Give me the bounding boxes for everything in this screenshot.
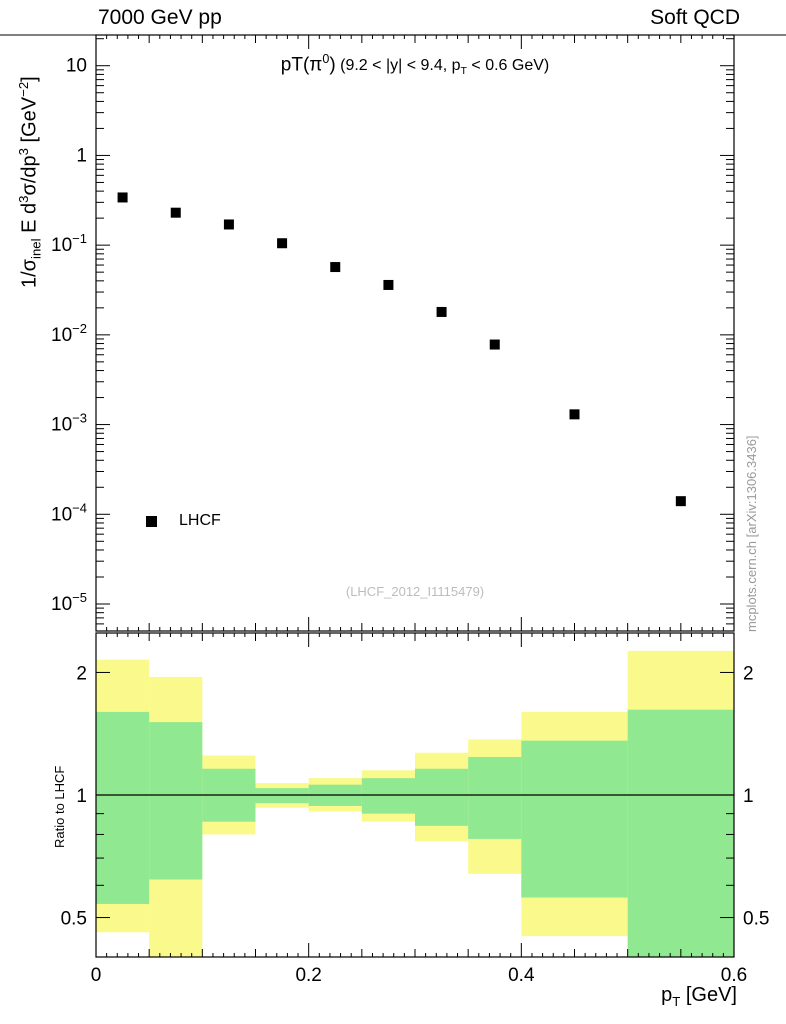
main-y-tick-label: 10−2 [51,321,87,346]
ylabel-part: 1/σ [18,258,41,288]
ratio-y-tick-label-right: 2 [743,663,754,684]
uncertainty-band-green [415,768,469,826]
ylabel-sub: inel [28,238,44,259]
main-y-axis-title: 1/σinel E d3σ/dp3 [GeV−2] [16,76,44,288]
ylabel-sup: −2 [16,81,31,97]
uncertainty-band-green [468,756,522,839]
x-title-part: p [661,984,673,1006]
main-y-tick-label: 1 [76,145,87,166]
data-point [170,207,181,218]
axis-ticks [95,35,735,958]
main-y-tick-label: 10−5 [51,590,87,615]
main-frame [95,34,735,632]
data-point [330,262,341,273]
data-point [675,496,686,507]
ratio-y-tick-label-right: 1 [743,786,754,807]
legend: LHCF [146,512,221,530]
data-point [436,306,447,317]
x-title-sub: T [672,994,681,1009]
ylabel-sup: 3 [16,148,31,156]
mcplots-attribution: mcplots.cern.ch [arXiv:1306.3436] [744,435,759,632]
main-y-tick-label: 10−1 [51,231,87,256]
x-tick-label: 0 [91,965,102,986]
ylabel-part: σ/dp [18,155,41,196]
uncertainty-band-green [255,788,309,804]
data-point [117,192,128,203]
process-group-label: Soft QCD [650,6,740,29]
x-tick-label: 0.4 [508,965,535,986]
data-series-lhcf [117,192,686,507]
ratio-y-tick-label-right: 0.5 [743,909,769,930]
plot-title-observable-sup: 0 [322,52,330,66]
data-point [223,219,234,230]
data-point [489,339,500,350]
ratio-y-tick-label-left: 2 [76,663,87,684]
data-point [569,409,580,420]
x-tick-label: 0.2 [295,965,321,986]
uncertainty-band-green [96,711,150,904]
uncertainty-band-green [149,722,203,880]
plot-title-cuts-pre: (9.2 < |y| < 9.4, p [335,57,461,75]
axis-tick-labels: 10−5 10−4 10−3 10−2 10−1 1 10 0.5 0.5 1 1 2 2 0 0.2 0.4… [51,56,769,986]
plot-title-observable-close: ) [329,54,336,76]
ratio-bands [96,650,734,957]
beam-energy-label: 7000 GeV pp [98,6,222,29]
main-y-tick-label: 10 [66,56,87,77]
legend-marker-square [146,515,157,527]
uncertainty-band-green [521,740,628,898]
analysis-id-watermark: (LHCF_2012_I1115479) [345,584,485,599]
plot-title: pT(π0) (9.2 < |y| < 9.4, pT < 0.6 GeV) [281,52,549,78]
ratio-y-tick-label-left: 1 [76,786,87,807]
ylabel-part: ] [18,76,41,82]
ratio-y-tick-label-left: 0.5 [61,909,87,930]
plot-title-observable: pT(π [280,54,323,76]
x-tick-label: 0.6 [721,965,747,986]
x-title-part: [GeV] [680,984,737,1006]
ylabel-sup: 3 [16,195,31,203]
legend-label: LHCF [179,512,221,529]
data-point [383,279,394,290]
main-y-tick-label: 10−4 [51,500,87,525]
ylabel-part: [GeV [18,96,41,149]
plot-title-cuts-post: < 0.6 GeV) [466,57,550,75]
uncertainty-band-green [627,709,734,957]
ylabel-part: E d [18,202,41,239]
x-axis-title: pT [GeV] [661,984,737,1009]
main-y-tick-label: 10−3 [51,411,87,436]
data-point [277,238,288,249]
plot-title-cuts-sub: T [460,65,467,78]
ratio-y-axis-title: Ratio to LHCF [52,765,67,848]
uncertainty-band-green [361,778,415,814]
